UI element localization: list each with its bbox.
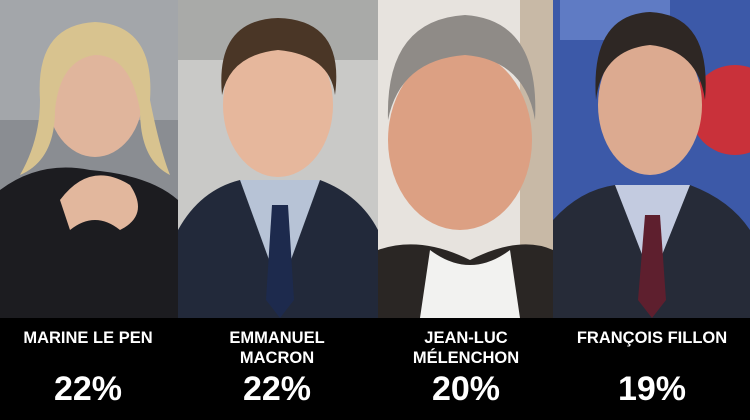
candidate-name: MÉLENCHON [413,348,519,367]
candidate-name: MACRON [240,349,314,367]
candidate-name: JEAN-LUC [424,329,508,347]
vote-share: 22% [243,370,311,408]
candidate-name: EMMANUEL [229,329,324,347]
photo [553,0,750,318]
candidate-name: FRANÇOIS FILLON [577,329,727,347]
vote-share: 20% [432,370,500,408]
vote-share: 22% [54,370,122,408]
vote-share: 19% [618,370,686,408]
candidate-name: MARINE LE PEN [23,329,152,347]
photo [378,0,553,318]
photo [0,0,178,318]
photo [178,0,378,318]
labels: MARINE LE PEN 22% EMMANUEL MACRON 22% JEAN-LU… [23,329,727,408]
